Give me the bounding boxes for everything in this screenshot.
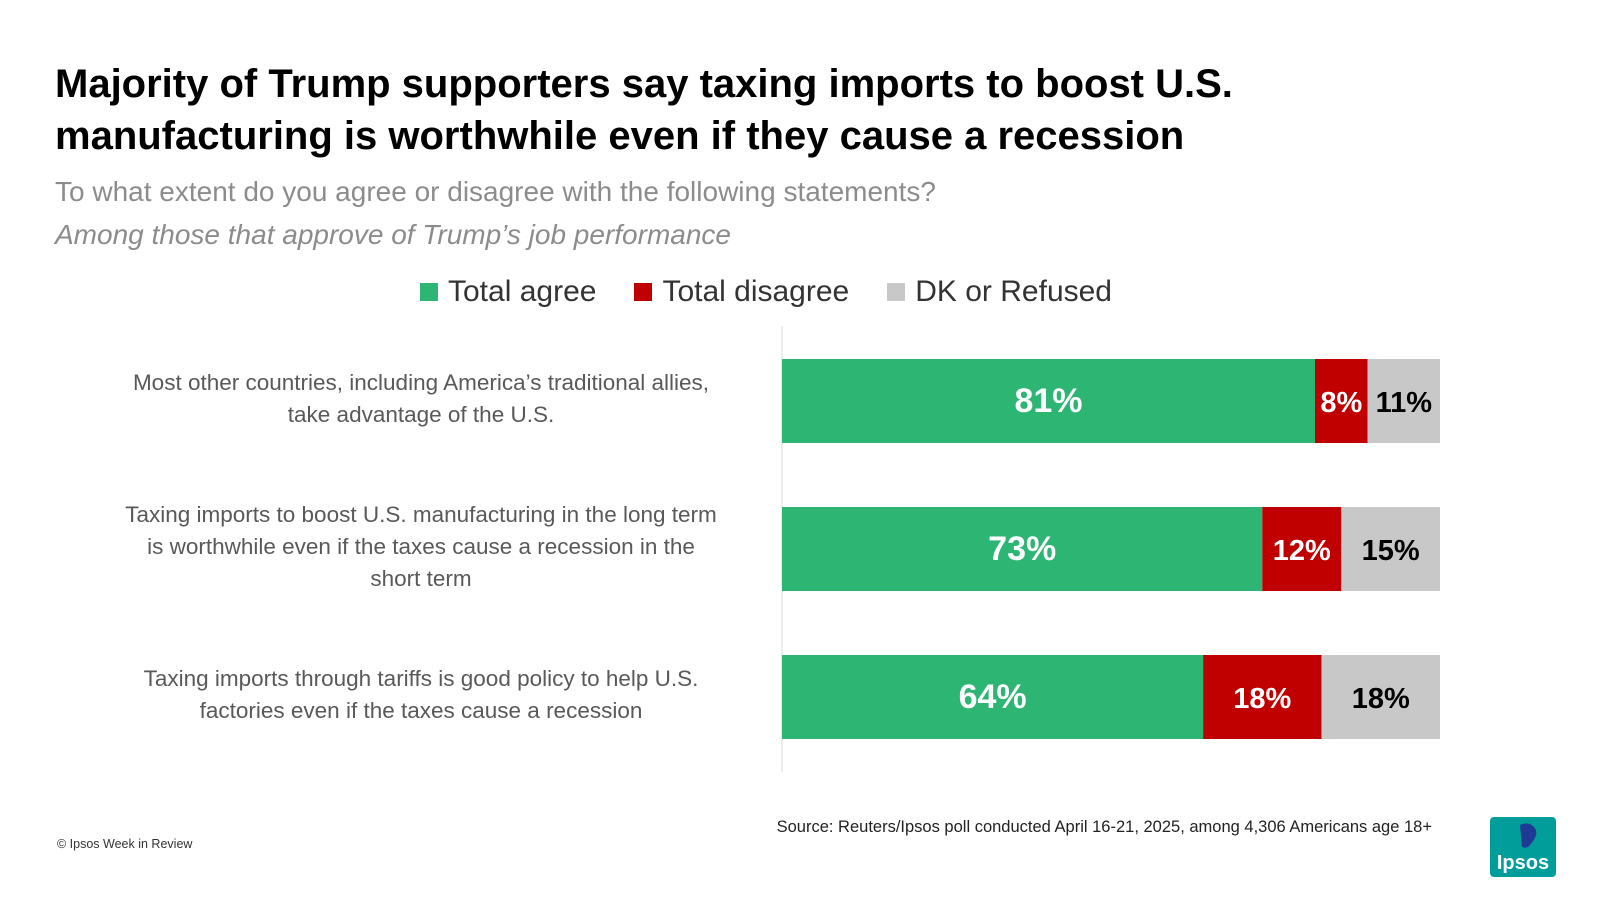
data-label-dk-refused-worthwhile-long-term: 15% [1362, 535, 1420, 567]
legend-swatch-total-agree [420, 283, 438, 301]
data-label-total-disagree-good-policy-tariffs: 18% [1233, 683, 1291, 715]
data-label-dk-refused-good-policy-tariffs: 18% [1352, 683, 1410, 715]
bar-total-agree-countries-take-advantage [782, 359, 1315, 443]
legend-item-total-disagree: Total disagree [634, 275, 849, 309]
data-label-total-disagree-worthwhile-long-term: 12% [1273, 535, 1331, 567]
bar-total-agree-good-policy-tariffs [782, 655, 1204, 739]
data-label-total-disagree-countries-take-advantage: 8% [1320, 387, 1362, 419]
bar-total-disagree-worthwhile-long-term [1262, 507, 1342, 591]
bar-dk-refused-countries-take-advantage [1367, 359, 1440, 443]
logo-text: Ipsos [1497, 852, 1549, 874]
legend-label-total-agree: Total agree [448, 275, 597, 308]
legend-swatch-total-disagree [634, 283, 653, 301]
category-label-line: Taxing imports to boost U.S. manufacturi… [125, 502, 717, 527]
source-note: Source: Reuters/Ipsos poll conducted Apr… [776, 818, 1432, 836]
category-label-line: Most other countries, including America’… [132, 370, 710, 395]
chart-title: Majority of Trump supporters say taxing … [55, 58, 1455, 162]
legend-item-dk-refused: DK or Refused [887, 275, 1112, 309]
bar-dk-refused-worthwhile-long-term [1341, 507, 1440, 591]
bar-dk-refused-good-policy-tariffs [1321, 655, 1440, 739]
data-label-dk-refused-countries-take-advantage: 11% [1376, 387, 1433, 419]
category-label-worthwhile-long-term: Taxing imports to boost U.S. manufacturi… [60, 499, 782, 595]
category-label-countries-take-advantage: Most other countries, including America’… [60, 367, 782, 431]
title-line-1: Majority of Trump supporters say taxing … [55, 62, 1233, 106]
category-label-line: take advantage of the U.S. [287, 402, 555, 427]
legend-item-total-agree: Total agree [420, 275, 596, 309]
data-label-total-agree-worthwhile-long-term: 73% [988, 530, 1056, 568]
legend-swatch-dk-refused [887, 283, 906, 301]
category-label-line: factories even if the taxes cause a rece… [199, 698, 643, 723]
data-label-total-agree-countries-take-advantage: 81% [1014, 382, 1082, 420]
data-label-total-agree-good-policy-tariffs: 64% [959, 678, 1027, 716]
bar-total-disagree-good-policy-tariffs [1203, 655, 1322, 739]
chart-subtitle: To what extent do you agree or disagree … [55, 176, 936, 207]
bar-total-disagree-countries-take-advantage [1315, 359, 1368, 443]
logo-accent-shape [1520, 823, 1537, 848]
chart-subtitle-base: Among those that approve of Trump’s job … [55, 219, 731, 250]
legend: Total agree Total disagree DK or Refused [420, 272, 1180, 312]
bar-total-agree-worthwhile-long-term [782, 507, 1263, 591]
copyright-note: © Ipsos Week in Review [57, 837, 193, 851]
legend-label-dk-refused: DK or Refused [915, 275, 1112, 308]
category-label-line: Taxing imports through tariffs is good p… [143, 666, 699, 691]
category-label-line: short term [370, 566, 472, 591]
ipsos-logo: Ipsos [1490, 817, 1556, 877]
category-label-line: is worthwhile even if the taxes cause a … [147, 534, 695, 559]
category-label-good-policy-tariffs: Taxing imports through tariffs is good p… [60, 663, 782, 727]
legend-label-total-disagree: Total disagree [662, 275, 850, 308]
title-line-2: manufacturing is worthwhile even if they… [55, 114, 1185, 158]
